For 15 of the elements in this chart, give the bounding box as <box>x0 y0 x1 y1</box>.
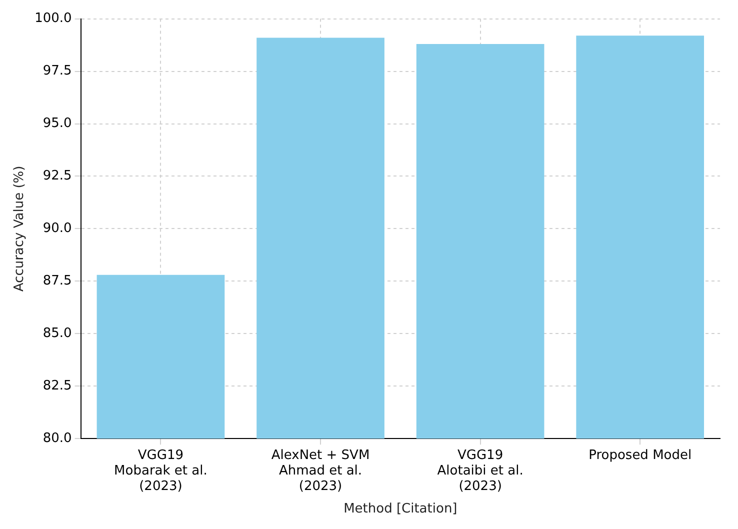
y-tick-label: 87.5 <box>42 274 72 289</box>
y-tick-label: 82.5 <box>42 378 72 394</box>
y-tick-label: 92.5 <box>42 168 72 184</box>
y-tick-label: 85.0 <box>42 326 72 342</box>
y-tick-label: 95.0 <box>42 116 72 132</box>
y-tick-label: 97.5 <box>42 64 72 79</box>
y-axis-title: Accuracy Value (%) <box>12 166 28 292</box>
x-tick-label: AlexNet + SVM Ahmad et al. (2023) <box>271 448 370 494</box>
x-tick-label: VGG19 Mobarak et al. (2023) <box>114 448 208 494</box>
y-tick-label: 90.0 <box>42 221 72 236</box>
x-axis-title: Method [Citation] <box>344 502 458 517</box>
x-tick-label: Proposed Model <box>588 448 692 463</box>
y-tick-label: 100.0 <box>34 11 72 26</box>
x-tick-label: VGG19 Alotaibi et al. (2023) <box>437 448 524 494</box>
y-tick-label: 80.0 <box>42 430 72 446</box>
